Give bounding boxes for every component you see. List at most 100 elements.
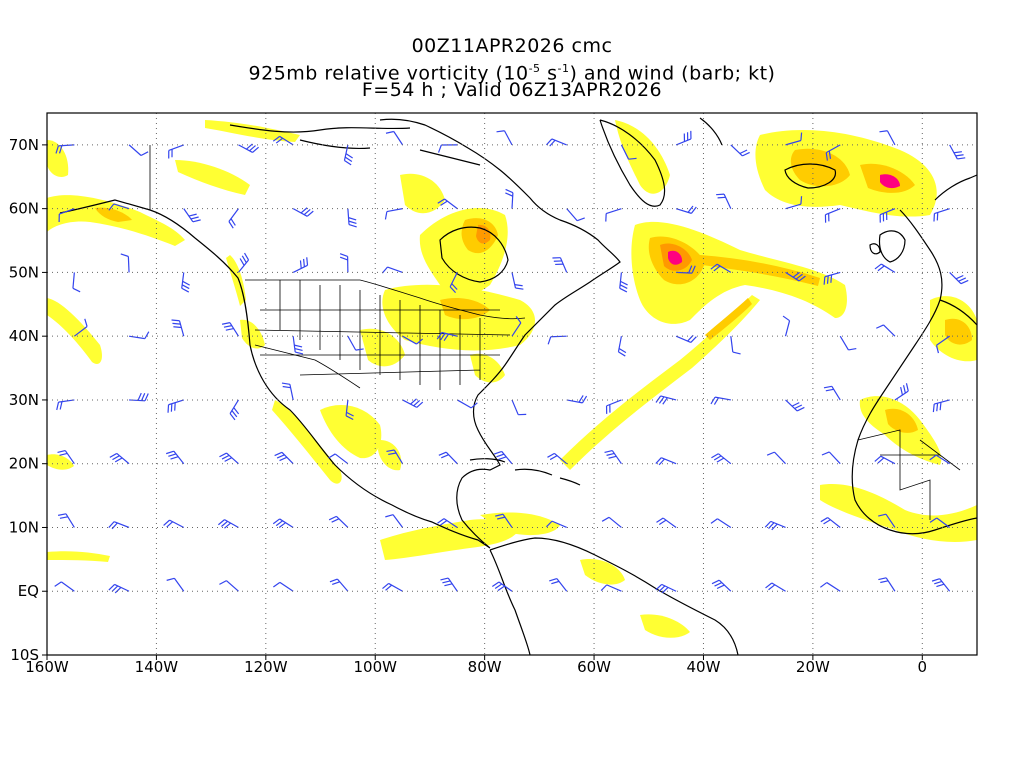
wind-barb-flag [658,396,665,404]
wind-barb [949,271,969,285]
wind-barb [437,198,458,210]
wind-barb-flag [958,277,967,282]
wind-barb-flag [628,157,637,160]
coastline-arctic-islands [229,124,481,166]
wind-barb-flag [880,580,889,584]
wind-barb [54,581,75,592]
wind-barb-flag [620,280,628,286]
wind-barb-shaft [449,272,458,287]
wind-barb-flag [294,347,303,352]
wind-barb-shaft [662,517,677,528]
wind-barb [820,517,841,528]
wind-barb [617,336,627,357]
coastline-iceland [784,163,836,189]
wind-barb-shaft [173,450,185,465]
wind-barb-flag [182,280,190,286]
wind-barb-flag [932,404,935,413]
wind-barb-shaft [238,144,253,153]
wind-barb-flag [56,402,60,411]
wind-barb [273,581,294,592]
wind-barb-flag [877,265,885,272]
wind-barb [620,144,637,160]
wind-barb-shaft [611,450,622,465]
wind-barb-flag [229,413,236,421]
coastline-hudson-bay [439,226,509,283]
vort-alaska-core [95,207,132,222]
wind-barb-shaft [879,208,896,216]
title-line-1: 00Z11APR2026 cmc [411,35,613,57]
wind-barb [675,334,697,343]
wind-barb-flag [658,519,667,525]
wind-barb-flag [438,451,447,456]
wind-barb-shaft [675,335,692,343]
wind-barb [168,144,184,159]
wind-barb-flag [272,518,281,525]
wind-barb [710,518,732,528]
wind-barb-shaft [717,453,732,465]
wind-barb-flag [231,410,238,418]
lat-label-10s: 10S [10,646,39,664]
wind-barb-shaft [825,144,841,154]
wind-barb [547,335,567,345]
wind-barb-flag [166,577,175,581]
wind-barb-flag [332,581,340,586]
wind-barb [823,385,841,401]
wind-barb [56,399,75,411]
wind-barb [878,577,896,592]
wind-barb-flag [108,203,115,211]
wind-barb-flag [386,449,395,453]
wind-barb-flag [545,138,553,146]
wind-barb-flag [221,454,230,460]
wind-barb-flag [716,193,725,196]
wind-barb [676,265,696,274]
wind-barb-flag [328,515,337,521]
wind-barb-flag [825,388,834,392]
wind-barb-flag [878,513,887,517]
wind-barb-flag [551,580,560,585]
wind-barb [782,315,791,337]
wind-barb-shaft [447,577,458,592]
title-line-3: F=54 h ; Valid 06Z13APR2026 [361,79,663,101]
wind-barb [221,322,239,337]
wind-barb-flag [792,271,800,278]
wind-barbs [54,130,969,594]
wind-barb [163,519,185,529]
wind-barb [345,399,354,421]
wind-barb-shaft [511,322,522,337]
wind-barb-shaft [238,259,250,273]
vort-se-us [470,353,505,383]
wind-barb [228,208,239,229]
wind-barb-flag [303,258,305,267]
wind-barb [604,449,622,465]
vort-west-africa [820,484,977,542]
wind-barb-flag [441,454,449,459]
wind-barb-flag [348,217,357,221]
wind-barb-flag [547,452,555,458]
wind-barb-flag [346,411,354,417]
wind-barb-flag [279,456,288,462]
wind-barb [386,449,404,465]
border-us-states [254,280,511,390]
wind-barb-shaft [224,519,239,528]
wind-barb [229,399,240,421]
wind-barb-flag [491,581,500,587]
wind-barb-flag [497,585,505,591]
wind-barb [108,521,130,530]
wind-barb-flag [188,213,197,217]
wind-barb-flag [72,287,81,293]
wind-barb [879,130,896,146]
wind-barb-flag [449,286,457,294]
wind-barb-flag [228,221,234,229]
wind-barb-flag [710,518,718,524]
wind-barb-flag [278,522,286,528]
wind-barb-flag [826,275,829,284]
wind-barb [449,272,458,294]
wind-barb [879,208,896,223]
wind-barb-flag [823,276,826,285]
wind-barb [381,266,403,274]
wind-barb-flag [936,403,939,412]
wind-barb [238,252,250,273]
wind-barb [183,208,201,223]
wind-barb [655,583,677,594]
wind-barb-flag [275,137,283,144]
